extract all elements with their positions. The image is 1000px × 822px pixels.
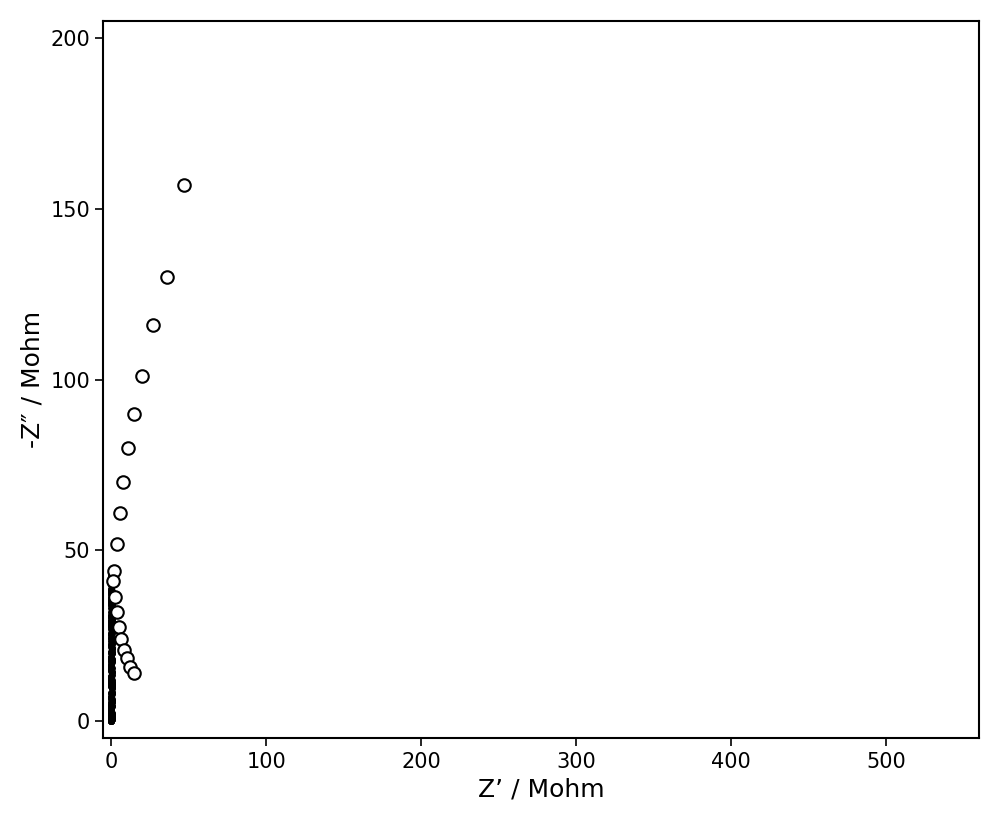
X-axis label: Z’ / Mohm: Z’ / Mohm (478, 777, 605, 801)
Y-axis label: -Z″ / Mohm: -Z″ / Mohm (21, 311, 45, 448)
